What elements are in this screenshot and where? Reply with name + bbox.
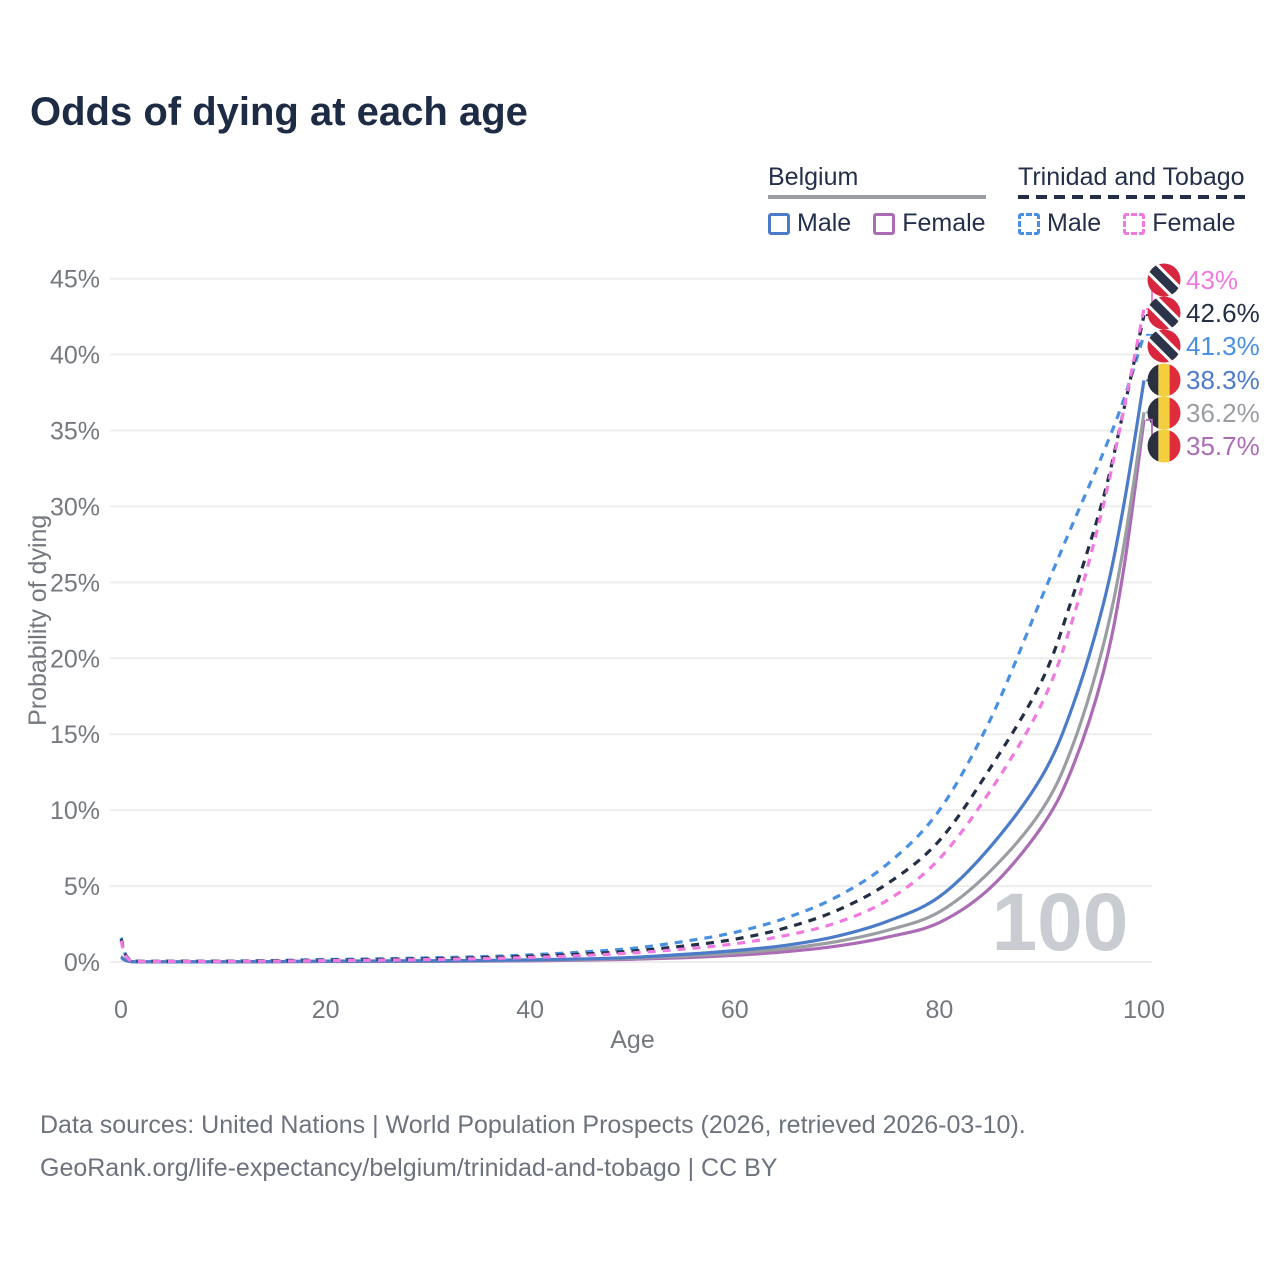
legend-item-belgium-male[interactable]: Male bbox=[768, 209, 851, 238]
series-line-trinidad-total[interactable] bbox=[119, 314, 1146, 964]
x-axis-label: Age bbox=[610, 1026, 654, 1054]
end-value-label-belgium-total: 36.2% bbox=[1186, 398, 1260, 428]
series-line-belgium-female[interactable] bbox=[120, 419, 1146, 964]
legend-item-label: Female bbox=[1152, 209, 1236, 237]
hover-age-watermark: 100 bbox=[992, 877, 1129, 968]
x-tick-label: 0 bbox=[114, 996, 128, 1024]
y-tick-label: 15% bbox=[50, 721, 100, 749]
y-tick-label: 20% bbox=[50, 645, 100, 673]
x-tick-label: 100 bbox=[1123, 996, 1165, 1024]
y-tick-label: 5% bbox=[64, 873, 100, 901]
y-tick-label: 30% bbox=[50, 493, 100, 521]
legend-swatch-male bbox=[768, 212, 790, 235]
data-sources-text: Data sources: United Nations | World Pop… bbox=[40, 1111, 1026, 1139]
legend-item-label: Male bbox=[1047, 209, 1102, 237]
series-line-trinidad-female[interactable] bbox=[119, 308, 1146, 964]
attribution-link[interactable]: GeoRank.org/life-expectancy/belgium/trin… bbox=[40, 1154, 778, 1182]
y-tick-label: 40% bbox=[50, 342, 100, 370]
legend-item-label: Female bbox=[902, 209, 986, 237]
legend-item-belgium-female[interactable]: Female bbox=[873, 209, 986, 238]
end-value-label-trinidad-total: 42.6% bbox=[1186, 298, 1260, 328]
series-line-trinidad-male[interactable] bbox=[119, 334, 1146, 963]
legend-item-trinidad-and-tobago-male[interactable]: Male bbox=[1018, 209, 1101, 238]
legend-swatch-female bbox=[1123, 212, 1146, 235]
y-tick-label: 45% bbox=[50, 266, 100, 294]
chart-title: Odds of dying at each age bbox=[30, 90, 528, 134]
legend-swatch-female bbox=[873, 212, 896, 235]
x-tick-label: 80 bbox=[925, 996, 953, 1024]
belgium-flag-icon bbox=[1147, 363, 1181, 397]
y-axis-label: Probability of dying bbox=[24, 515, 52, 726]
end-value-label-belgium-male: 38.3% bbox=[1186, 365, 1260, 395]
y-tick-label: 25% bbox=[50, 569, 100, 597]
end-value-label-trinidad-male: 41.3% bbox=[1186, 331, 1260, 361]
y-tick-label: 0% bbox=[64, 949, 100, 977]
belgium-flag-icon bbox=[1147, 429, 1181, 463]
end-value-label-trinidad-female: 43% bbox=[1186, 265, 1238, 295]
y-tick-label: 35% bbox=[50, 417, 100, 445]
end-value-label-belgium-female: 35.7% bbox=[1186, 431, 1260, 461]
series-line-belgium-male[interactable] bbox=[120, 380, 1146, 964]
legend-item-trinidad-and-tobago-female[interactable]: Female bbox=[1123, 209, 1236, 238]
belgium-flag-icon bbox=[1147, 396, 1181, 430]
series-line-belgium-total[interactable] bbox=[120, 412, 1146, 964]
x-tick-label: 20 bbox=[312, 996, 340, 1024]
y-tick-label: 10% bbox=[50, 797, 100, 825]
x-tick-label: 40 bbox=[516, 996, 544, 1024]
x-tick-label: 60 bbox=[721, 996, 749, 1024]
legend-swatch-male bbox=[1018, 212, 1040, 235]
footer: Data sources: United Nations | World Pop… bbox=[40, 1104, 1240, 1190]
legend-item-label: Male bbox=[797, 209, 852, 237]
